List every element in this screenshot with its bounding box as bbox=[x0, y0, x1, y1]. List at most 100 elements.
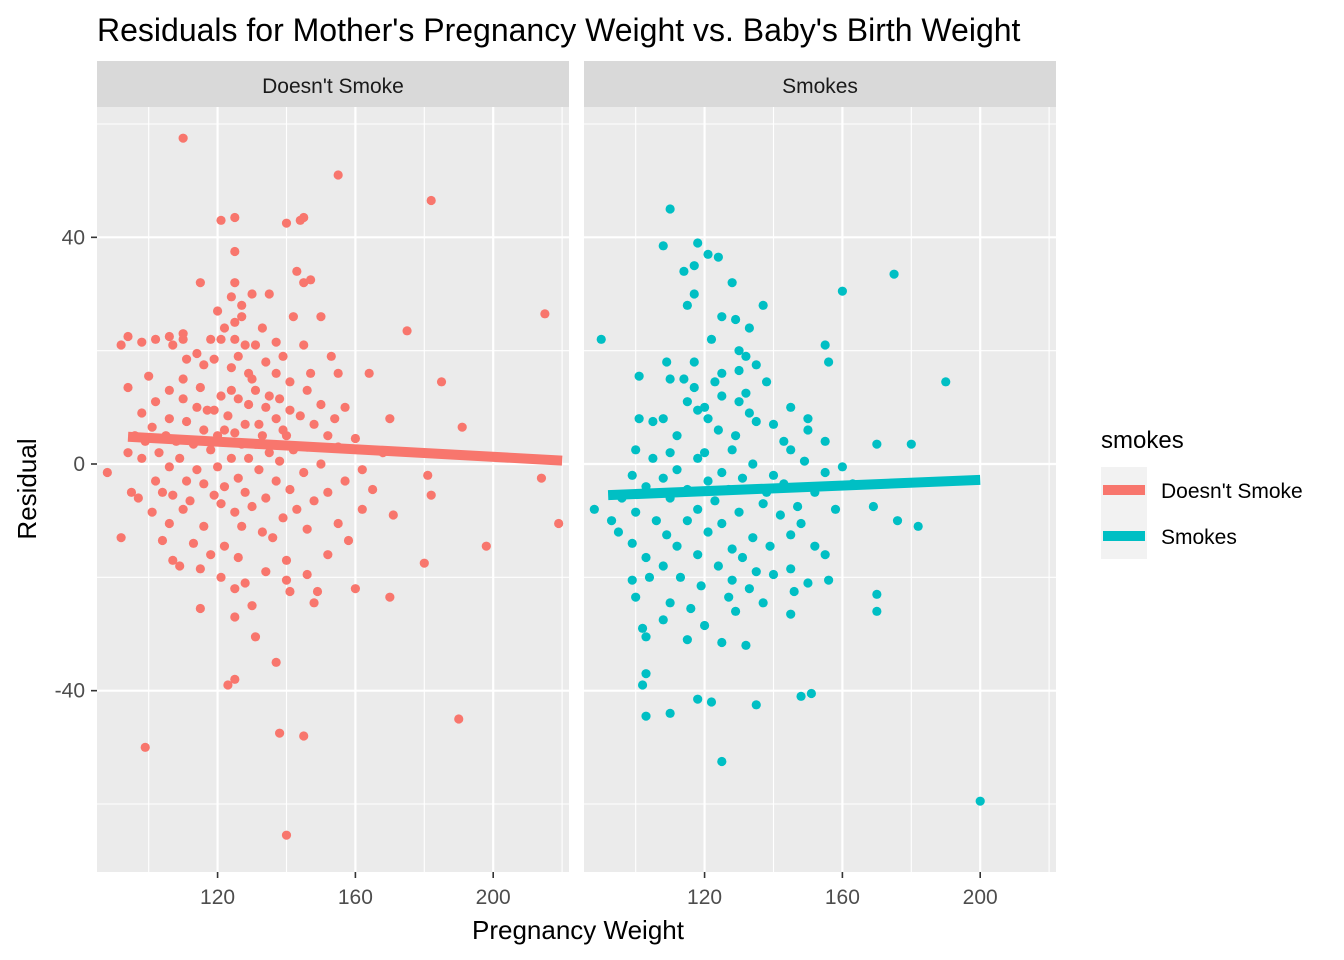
data-point bbox=[761, 377, 772, 387]
data-point bbox=[147, 422, 157, 432]
data-point bbox=[309, 496, 319, 506]
data-point bbox=[651, 516, 661, 526]
data-point bbox=[779, 436, 789, 446]
data-point bbox=[426, 195, 436, 206]
data-point bbox=[116, 533, 126, 543]
data-point bbox=[164, 414, 174, 424]
data-point bbox=[872, 439, 882, 449]
data-point bbox=[233, 394, 243, 404]
data-point bbox=[230, 612, 240, 622]
data-point bbox=[233, 473, 243, 483]
data-point bbox=[665, 708, 675, 718]
data-point bbox=[226, 363, 236, 373]
data-point bbox=[799, 456, 810, 466]
data-point bbox=[219, 482, 230, 492]
data-point bbox=[237, 521, 247, 531]
data-point bbox=[299, 340, 309, 350]
data-point bbox=[250, 385, 261, 395]
data-point bbox=[168, 490, 178, 500]
data-point bbox=[554, 518, 564, 529]
data-point bbox=[913, 521, 923, 531]
data-point bbox=[744, 323, 754, 333]
data-point bbox=[606, 516, 617, 526]
data-point bbox=[693, 238, 703, 248]
data-point bbox=[765, 541, 775, 551]
data-point bbox=[710, 377, 720, 387]
data-point bbox=[751, 416, 761, 427]
data-point bbox=[216, 499, 226, 509]
data-point bbox=[703, 527, 713, 537]
data-point bbox=[192, 402, 202, 412]
data-point bbox=[751, 567, 761, 577]
data-point bbox=[216, 572, 226, 582]
data-point bbox=[388, 510, 398, 520]
data-point bbox=[689, 382, 699, 393]
data-point bbox=[758, 598, 768, 608]
data-point bbox=[703, 476, 713, 486]
data-point bbox=[323, 431, 333, 441]
data-points bbox=[589, 204, 985, 806]
data-point bbox=[662, 530, 672, 540]
data-point bbox=[254, 465, 264, 475]
data-point bbox=[703, 249, 713, 259]
legend-entry-label: Smokes bbox=[1161, 526, 1237, 549]
data-point bbox=[333, 518, 343, 529]
data-point bbox=[147, 507, 157, 517]
legend-entry-label: Doesn't Smoke bbox=[1161, 480, 1303, 503]
data-point bbox=[713, 561, 723, 571]
data-point bbox=[150, 476, 161, 486]
data-point bbox=[768, 419, 779, 429]
data-point bbox=[665, 204, 675, 214]
data-point bbox=[693, 453, 703, 463]
data-point bbox=[192, 348, 202, 359]
data-point bbox=[713, 252, 723, 262]
data-point bbox=[793, 501, 803, 512]
data-point bbox=[250, 632, 261, 642]
data-point bbox=[181, 354, 192, 364]
data-point bbox=[717, 756, 727, 767]
data-point bbox=[274, 728, 285, 738]
facet-panels: Doesn't Smoke Smokes bbox=[97, 61, 1056, 872]
data-point bbox=[178, 334, 188, 344]
data-point bbox=[264, 391, 274, 401]
data-point bbox=[206, 334, 216, 344]
data-point bbox=[713, 425, 723, 435]
data-point bbox=[872, 606, 882, 616]
data-point bbox=[240, 487, 250, 497]
panel-background bbox=[97, 107, 569, 872]
data-point bbox=[285, 484, 295, 495]
data-point bbox=[181, 416, 192, 427]
data-point bbox=[285, 405, 295, 415]
data-point bbox=[216, 334, 226, 344]
data-point bbox=[209, 490, 219, 500]
data-point bbox=[693, 550, 703, 560]
data-point bbox=[627, 470, 637, 480]
data-point bbox=[662, 357, 672, 367]
data-point bbox=[627, 575, 637, 585]
data-point bbox=[786, 445, 796, 455]
data-point bbox=[706, 697, 717, 707]
data-point bbox=[212, 462, 223, 472]
data-point bbox=[288, 312, 298, 322]
data-point bbox=[658, 473, 668, 483]
data-point bbox=[730, 606, 741, 616]
data-point bbox=[264, 448, 274, 458]
data-point bbox=[682, 300, 692, 310]
data-point bbox=[786, 609, 796, 619]
data-point bbox=[641, 711, 651, 721]
data-point bbox=[243, 399, 254, 410]
data-point bbox=[644, 572, 655, 582]
data-point bbox=[230, 334, 240, 344]
data-point bbox=[261, 357, 271, 367]
data-point bbox=[157, 535, 168, 546]
data-point bbox=[123, 448, 133, 458]
data-point bbox=[658, 615, 668, 625]
data-point bbox=[796, 691, 806, 701]
data-point bbox=[164, 462, 174, 472]
data-point bbox=[830, 504, 841, 514]
data-point bbox=[181, 476, 192, 486]
data-point bbox=[302, 385, 312, 395]
data-point bbox=[209, 405, 219, 415]
data-point bbox=[744, 584, 754, 594]
data-point bbox=[717, 467, 727, 478]
